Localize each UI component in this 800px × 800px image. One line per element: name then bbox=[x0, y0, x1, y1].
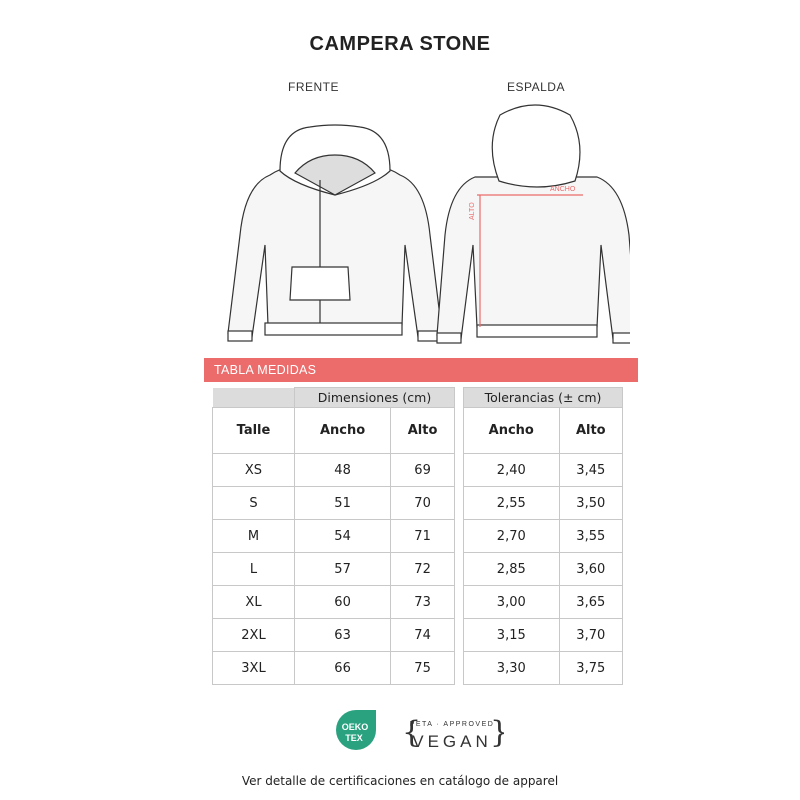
svg-text:}: } bbox=[490, 715, 504, 750]
footer-note: Ver detalle de certificaciones en catálo… bbox=[241, 774, 559, 788]
table-cell: 57 bbox=[293, 552, 392, 586]
table-row: XS 48 69 bbox=[212, 453, 455, 487]
table-row: L 57 72 bbox=[212, 552, 455, 586]
dimensions-table: Dimensiones (cm) Talle Ancho Alto XS 48 69 S 5… bbox=[212, 387, 455, 685]
table-cell: XL bbox=[212, 585, 295, 619]
table-cell: 51 bbox=[293, 486, 392, 520]
table-cell: 48 bbox=[293, 453, 392, 487]
table-row: 2XL 63 74 bbox=[212, 618, 455, 652]
table-cell: 2XL bbox=[212, 618, 295, 652]
header-ancho: Ancho bbox=[293, 407, 392, 454]
table-cell: 3,55 bbox=[558, 519, 624, 553]
table-cell: S bbox=[212, 486, 295, 520]
tolerances-group-header: Tolerancias (± cm) bbox=[463, 387, 623, 408]
table-cell: 3,60 bbox=[558, 552, 624, 586]
table-row: 2,40 3,45 bbox=[463, 453, 624, 487]
hoodie-front bbox=[227, 124, 443, 342]
hoodie-back bbox=[436, 104, 630, 344]
table-row: M 54 71 bbox=[212, 519, 455, 553]
header-tol-ancho: Ancho bbox=[463, 407, 560, 454]
ancho-measure-label: ANCHO bbox=[550, 186, 576, 193]
table-cell: 3,15 bbox=[463, 618, 560, 652]
table-cell: L bbox=[212, 552, 295, 586]
table-row: 3,00 3,65 bbox=[463, 585, 624, 619]
table-cell: 2,70 bbox=[463, 519, 560, 553]
table-cell: 3,70 bbox=[558, 618, 624, 652]
svg-text:{: { bbox=[402, 715, 421, 750]
header-tol-alto: Alto bbox=[558, 407, 624, 454]
hoodie-illustrations: ANCHO ALTO bbox=[227, 104, 630, 344]
svg-text:VEGAN: VEGAN bbox=[412, 732, 492, 751]
table-cell: 73 bbox=[390, 585, 455, 619]
table-cell: 2,85 bbox=[463, 552, 560, 586]
table-cell: 3,00 bbox=[463, 585, 560, 619]
table-cell: 74 bbox=[390, 618, 455, 652]
header-alto: Alto bbox=[390, 407, 455, 454]
svg-text:OEKO: OEKO bbox=[342, 722, 369, 732]
table-row: 3,30 3,75 bbox=[463, 651, 624, 685]
table-row: 2,85 3,60 bbox=[463, 552, 624, 586]
front-label: FRENTE bbox=[288, 80, 339, 94]
table-cell: 3,45 bbox=[558, 453, 624, 487]
table-cell: 71 bbox=[390, 519, 455, 553]
table-cell: 2,55 bbox=[463, 486, 560, 520]
table-cell: M bbox=[212, 519, 295, 553]
table-row: S 51 70 bbox=[212, 486, 455, 520]
table-cell: 54 bbox=[293, 519, 392, 553]
table-row: 2,55 3,50 bbox=[463, 486, 624, 520]
alto-measure-label: ALTO bbox=[469, 202, 476, 220]
table-cell: 60 bbox=[293, 585, 392, 619]
table-cell: 63 bbox=[293, 618, 392, 652]
table-cell: 70 bbox=[390, 486, 455, 520]
table-cell: 3,50 bbox=[558, 486, 624, 520]
table-cell: 3,75 bbox=[558, 651, 624, 685]
oeko-tex-logo: OEKO TEX bbox=[336, 710, 376, 750]
table-cell: 72 bbox=[390, 552, 455, 586]
table-cell: 3,30 bbox=[463, 651, 560, 685]
table-cell: 3,65 bbox=[558, 585, 624, 619]
table-cell: 66 bbox=[293, 651, 392, 685]
table-cell: 2,40 bbox=[463, 453, 560, 487]
table-row: XL 60 73 bbox=[212, 585, 455, 619]
section-banner: TABLA MEDIDAS bbox=[204, 358, 638, 382]
table-cell: 3XL bbox=[212, 651, 295, 685]
table-cell: 75 bbox=[390, 651, 455, 685]
table-row: 3XL 66 75 bbox=[212, 651, 455, 685]
table-cell: XS bbox=[212, 453, 295, 487]
table-cell: 69 bbox=[390, 453, 455, 487]
back-label: ESPALDA bbox=[507, 80, 565, 94]
page-title: CAMPERA STONE bbox=[309, 33, 491, 55]
svg-text:TEX: TEX bbox=[345, 733, 363, 743]
svg-text:PETA · APPROVED: PETA · APPROVED bbox=[410, 721, 495, 728]
dimensions-group-header: Dimensiones (cm) bbox=[294, 387, 455, 408]
table-row: 3,15 3,70 bbox=[463, 618, 624, 652]
tolerances-table: Tolerancias (± cm) Ancho Alto 2,40 3,45 2,5… bbox=[463, 387, 624, 685]
header-talle: Talle bbox=[212, 407, 295, 454]
peta-vegan-logo: { PETA · APPROVED VEGAN } bbox=[402, 715, 504, 751]
table-row: 2,70 3,55 bbox=[463, 519, 624, 553]
